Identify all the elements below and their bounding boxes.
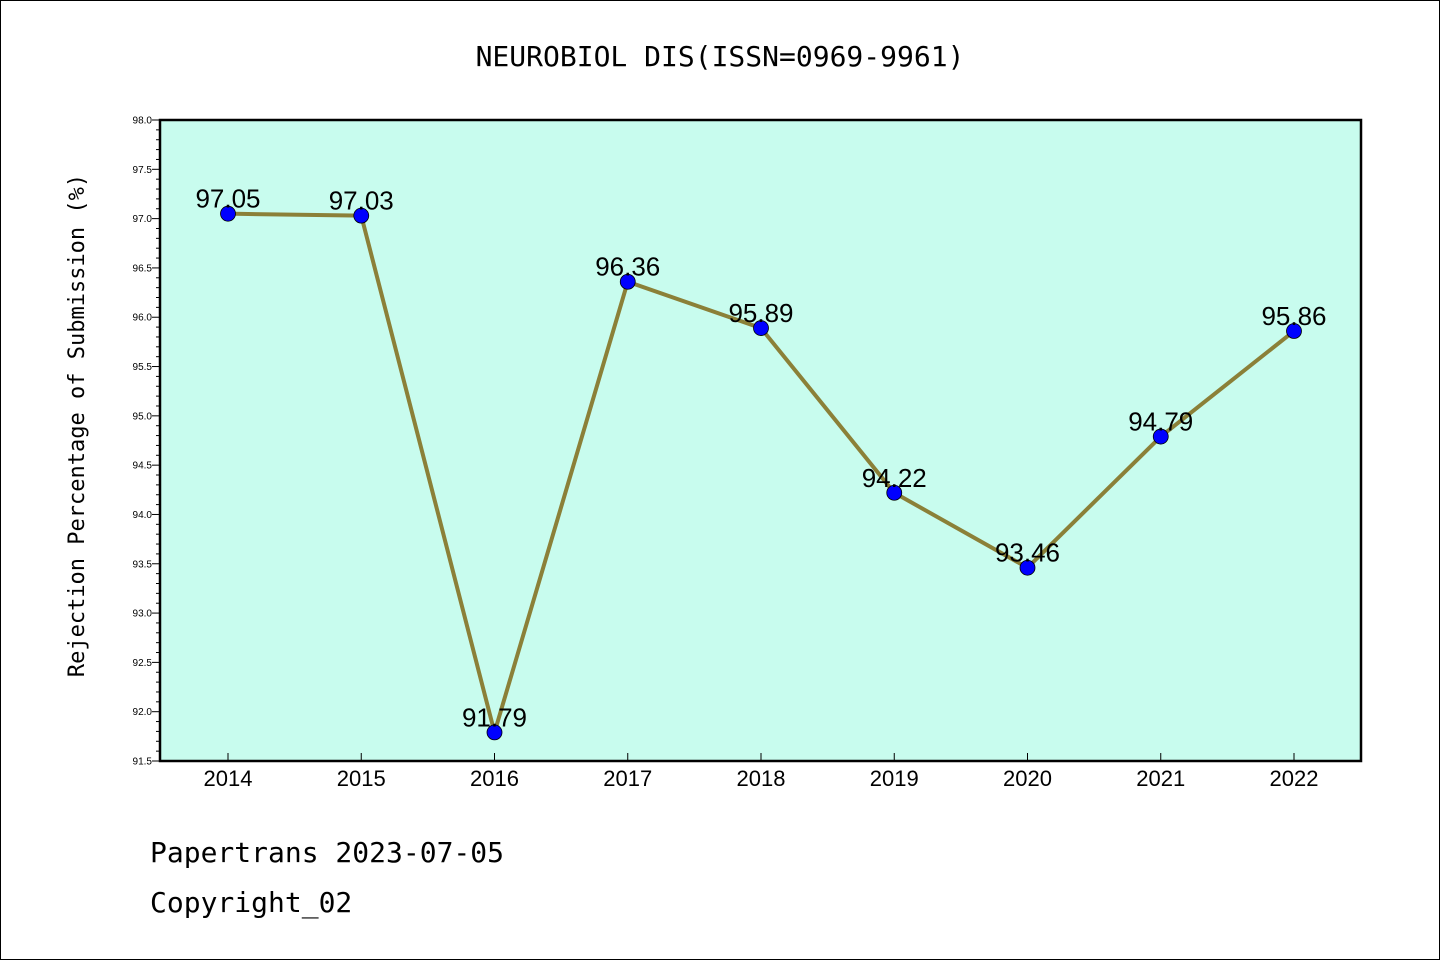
x-tick-label: 2017 [603,766,652,791]
data-point [1286,323,1302,339]
x-tick-label: 2019 [870,766,919,791]
x-tick-label: 2014 [204,766,253,791]
data-label: 91.79 [462,702,527,732]
y-tick-label: 95.0 [133,411,153,422]
y-tick-label: 92.5 [133,658,153,669]
data-point [353,207,370,224]
y-tick-label: 95.5 [133,362,153,373]
y-tick-label: 96.5 [133,263,153,274]
data-labels: 97.05 97.03 91.79 96.36 95.89 94.22 93.46 94.79… [195,184,1326,733]
y-tick-label: 96.0 [133,313,153,324]
data-label: 94.22 [862,463,927,493]
data-point [1152,428,1169,445]
x-tick-label: 2021 [1136,766,1185,791]
data-point [753,320,769,336]
data-label: 96.36 [595,252,660,282]
y-tick-label: 98.0 [133,116,153,127]
y-tick-label: 94.0 [133,510,153,521]
x-tick-label: 2016 [470,766,519,791]
data-label: 97.03 [329,186,394,216]
series-markers [220,205,1302,741]
x-tick-label: 2020 [1003,766,1052,791]
data-point [886,484,903,501]
data-label: 94.79 [1128,407,1193,437]
y-axis: 91.5 92.0 92.5 93.0 93.5 94.0 94.5 95.0 95.5 96.0… [133,116,160,768]
chart-title: NEUROBIOL DIS(ISSN=0969-9961) [476,40,965,73]
y-tick-label: 93.0 [133,609,153,620]
data-point [619,273,636,290]
plot-border [158,118,1363,763]
data-label: 95.86 [1261,301,1326,331]
footer-date: Papertrans 2023-07-05 [150,836,505,869]
data-point [486,724,503,741]
data-label: 95.89 [728,298,793,328]
data-label: 93.46 [995,538,1060,568]
x-axis: 2014 2015 2016 2017 2018 2019 2020 2021 2022 [204,753,1319,791]
x-tick-label: 2022 [1270,766,1319,791]
y-tick-label: 97.5 [133,165,153,176]
y-tick-label: 92.0 [133,707,153,718]
y-tick-label: 94.5 [133,461,153,472]
x-tick-label: 2018 [737,766,786,791]
footer-copyright: Copyright_02 [150,886,353,919]
x-tick-label: 2015 [337,766,386,791]
y-tick-label: 93.5 [133,559,153,570]
y-axis-label: Rejection Percentage of Submission (%) [65,174,90,677]
data-point [220,205,236,222]
y-tick-label: 97.0 [133,214,153,225]
y-tick-label: 91.5 [133,757,153,768]
data-point [1019,559,1036,576]
data-label: 97.05 [195,184,260,214]
